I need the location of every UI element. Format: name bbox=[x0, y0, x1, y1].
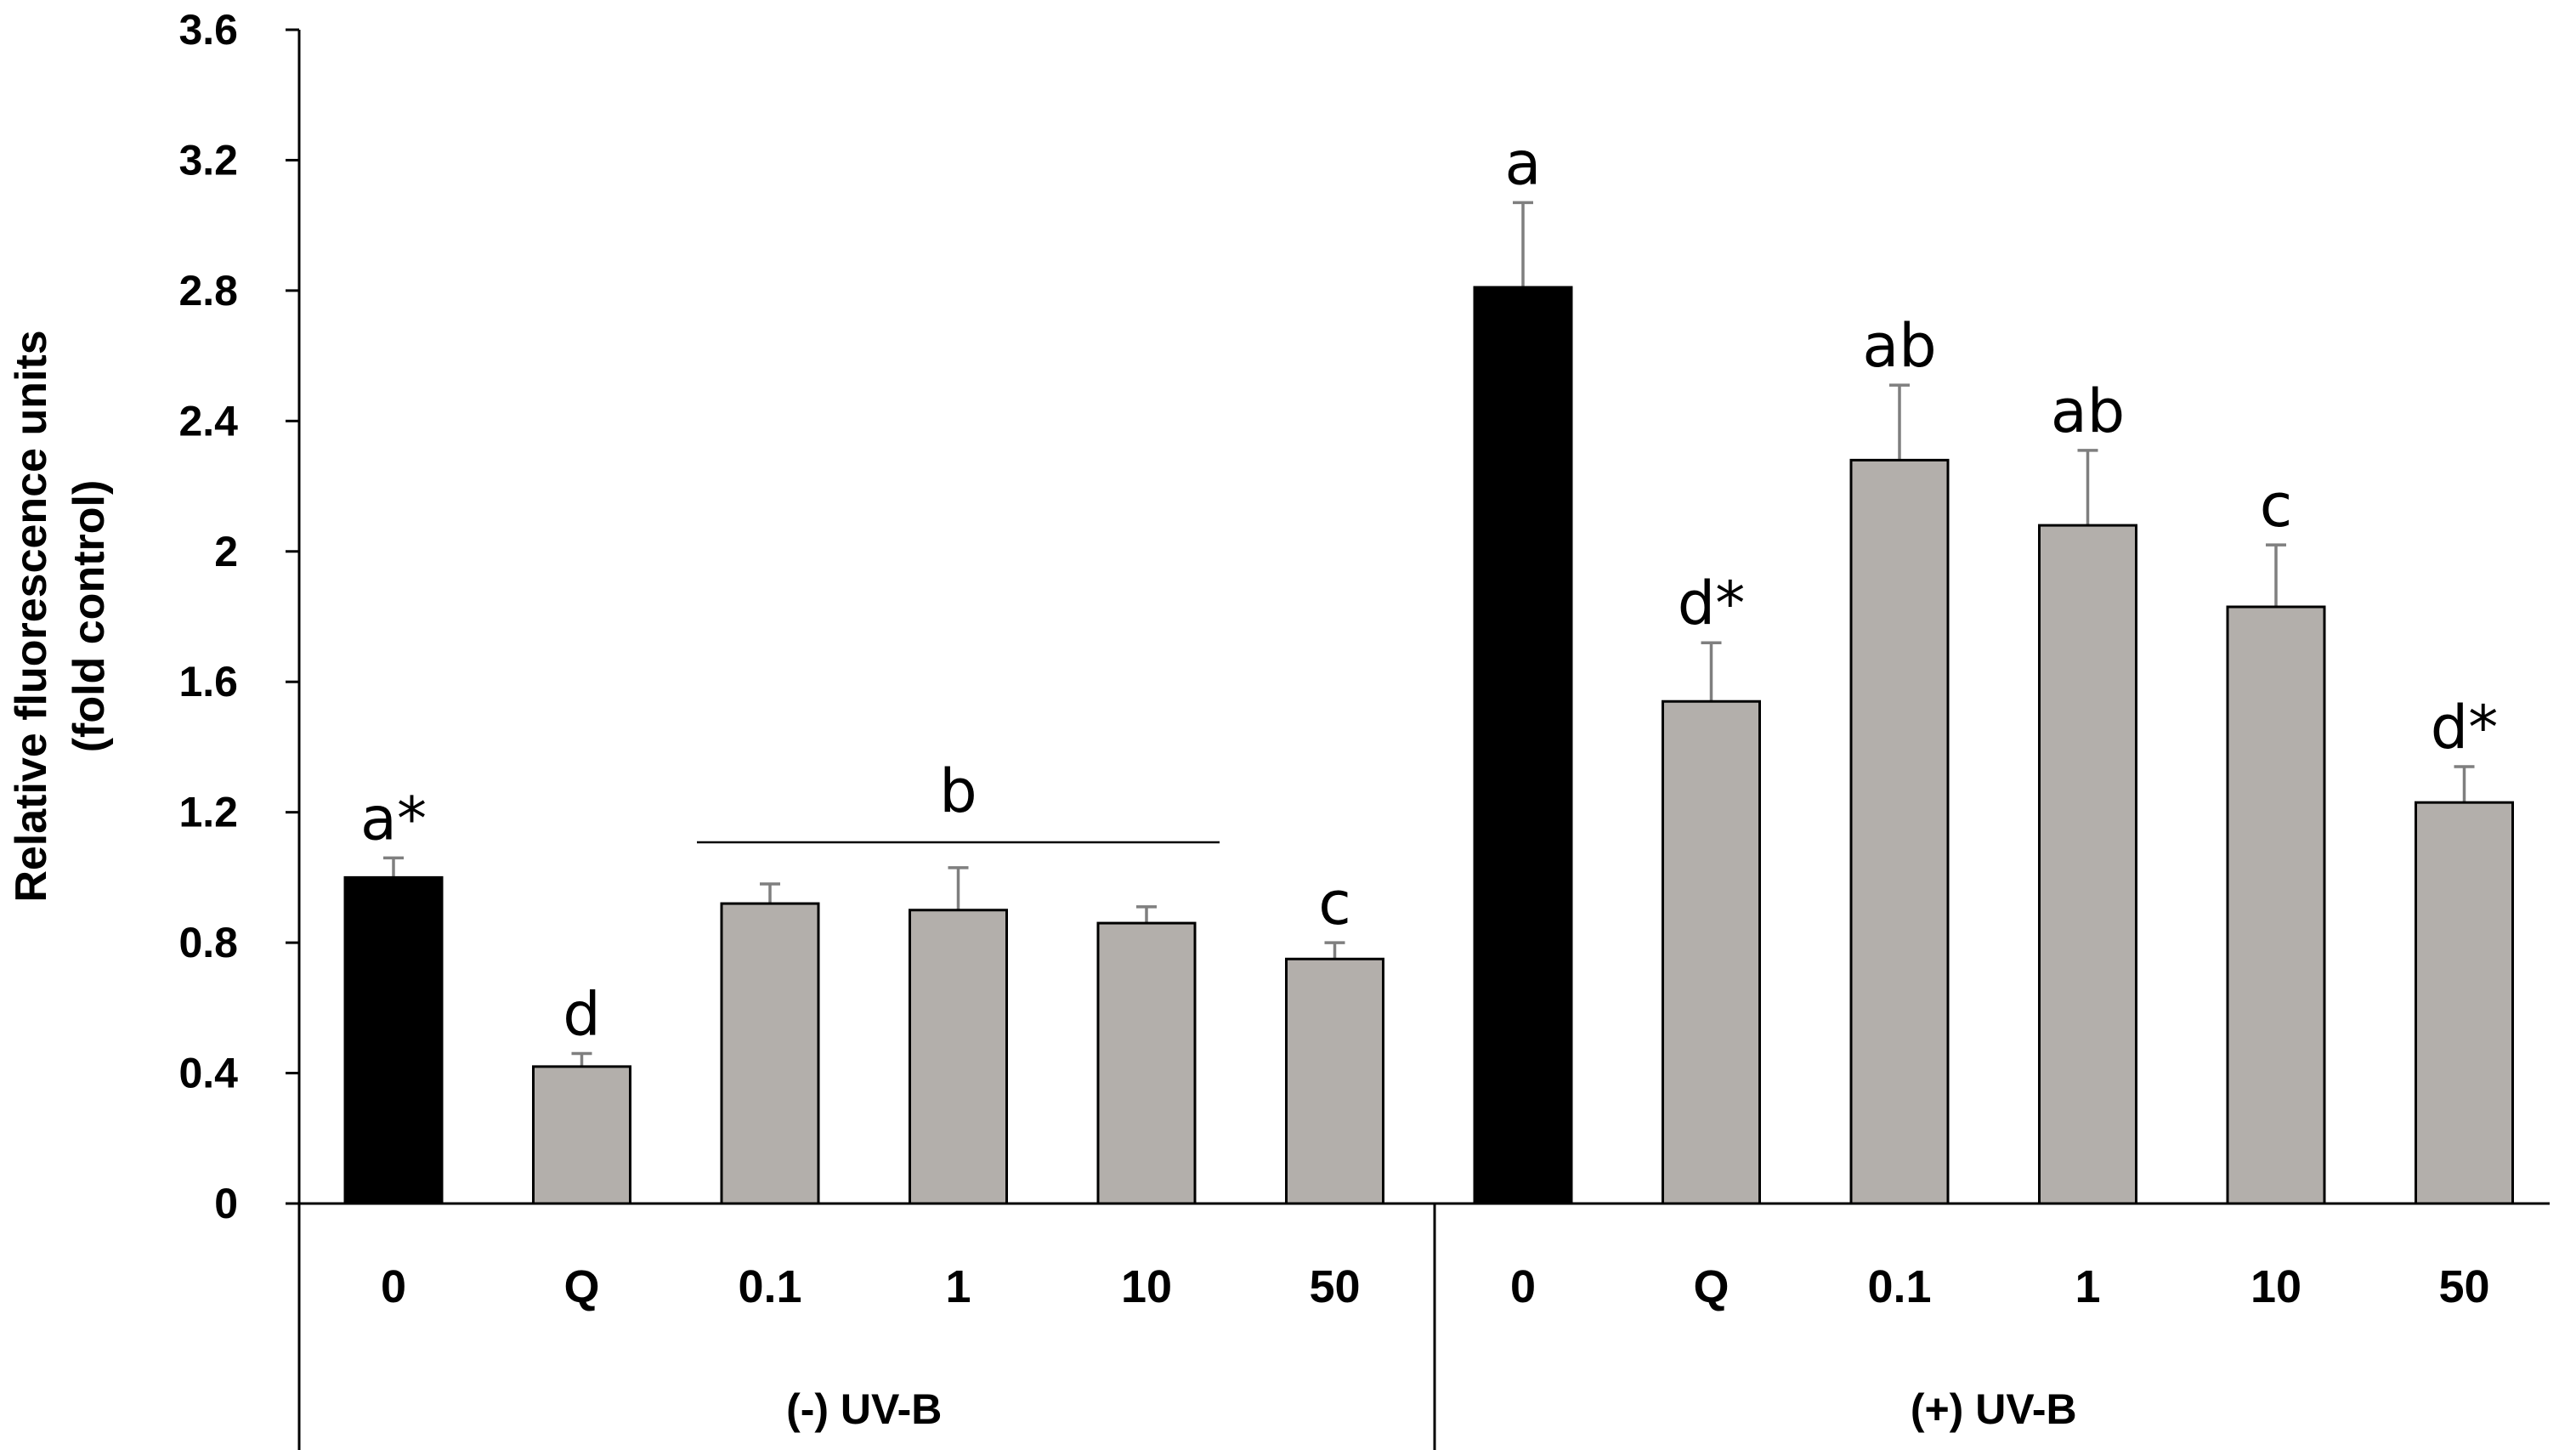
y-axis-label-line1: Relative fluorescence units bbox=[7, 330, 56, 902]
significance-label: ab bbox=[1862, 311, 1936, 381]
x-tick-label: 50 bbox=[2438, 1261, 2489, 1312]
significance-label: d* bbox=[2431, 693, 2498, 762]
significance-label: d* bbox=[1678, 569, 1745, 638]
bar bbox=[1473, 286, 1573, 1205]
y-tick-label: 3.6 bbox=[178, 6, 238, 54]
y-axis: 0 0.4 0.8 1.2 1.6 2 2.4 2.8 3.2 3.6 bbox=[178, 6, 301, 1227]
y-tick-label: 2.8 bbox=[178, 267, 238, 314]
x-tick-label: 0 bbox=[381, 1261, 406, 1312]
x-tick-label: 0.1 bbox=[1867, 1261, 1931, 1312]
group-label: (-) UV-B bbox=[786, 1385, 942, 1433]
x-tick-label: 10 bbox=[2250, 1261, 2301, 1312]
significance-label: d bbox=[563, 980, 600, 1050]
bar bbox=[1285, 957, 1384, 1205]
y-tick-label: 2 bbox=[214, 528, 238, 575]
x-axis: 0 Q 0.1 1 10 50 (-) UV-B 0 Q 0.1 1 10 50 (+) UV-B bbox=[297, 1202, 2550, 1450]
significance-label: c bbox=[2260, 471, 2293, 541]
x-tick-label: 10 bbox=[1121, 1261, 1172, 1312]
significance-label: ab bbox=[2051, 377, 2125, 446]
x-tick-label: 0.1 bbox=[738, 1261, 801, 1312]
y-tick-label: 2.4 bbox=[178, 397, 238, 445]
x-tick-label: 50 bbox=[1309, 1261, 1360, 1312]
significance-label: c bbox=[1318, 869, 1351, 938]
plot-area: a* d c b a d* ab ab c d* bbox=[343, 128, 2514, 1205]
bar bbox=[2038, 524, 2137, 1205]
bar bbox=[532, 1065, 631, 1205]
y-tick-label: 3.2 bbox=[178, 136, 238, 184]
bar bbox=[1096, 921, 1197, 1205]
bar bbox=[343, 875, 444, 1205]
bar bbox=[720, 902, 820, 1205]
bracket-label: b bbox=[939, 756, 977, 826]
y-tick-label: 1.2 bbox=[178, 789, 238, 836]
bar bbox=[1849, 458, 1950, 1205]
x-tick-label: 1 bbox=[2075, 1261, 2100, 1312]
significance-label: a bbox=[1505, 128, 1542, 198]
y-tick-label: 0.4 bbox=[178, 1050, 238, 1097]
bar bbox=[1662, 700, 1761, 1205]
significance-label: a* bbox=[360, 784, 427, 853]
y-tick-label: 0.8 bbox=[178, 919, 238, 966]
y-axis-label-line2: (fold control) bbox=[65, 480, 114, 753]
x-tick-label: 1 bbox=[945, 1261, 971, 1312]
x-tick-label: Q bbox=[563, 1261, 599, 1312]
x-tick-label: Q bbox=[1693, 1261, 1729, 1312]
bar bbox=[909, 909, 1008, 1205]
bar bbox=[2415, 801, 2514, 1205]
y-tick-label: 1.6 bbox=[178, 658, 238, 705]
y-tick-label: 0 bbox=[214, 1180, 238, 1227]
x-tick-label: 0 bbox=[1510, 1261, 1536, 1312]
group-label: (+) UV-B bbox=[1911, 1385, 2077, 1433]
y-axis-label: Relative fluorescence units (fold contro… bbox=[7, 330, 114, 902]
bar bbox=[2226, 605, 2326, 1205]
